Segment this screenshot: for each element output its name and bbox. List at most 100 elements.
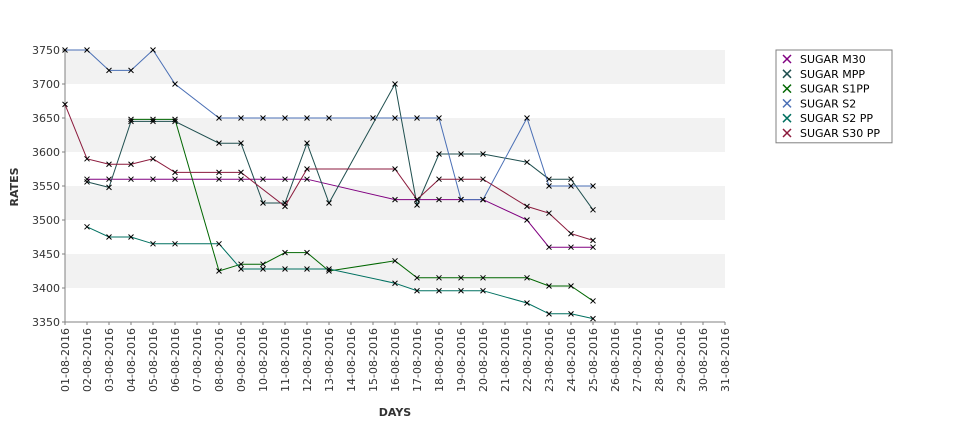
data-point: [568, 244, 574, 251]
data-point: [414, 115, 420, 121]
data-point: [216, 115, 222, 121]
y-tick-label: 3600: [32, 146, 60, 159]
data-point: [414, 196, 420, 203]
data-point: [84, 47, 90, 53]
data-point: [458, 287, 464, 294]
data-point: [546, 183, 552, 189]
data-point: [128, 234, 134, 240]
data-point: [216, 176, 222, 183]
x-tick-label: 22-08-2016: [521, 328, 534, 392]
x-tick-label: 24-08-2016: [565, 328, 578, 392]
data-point: [304, 115, 310, 121]
x-tick-label: 09-08-2016: [235, 328, 248, 392]
x-tick-label: 15-08-2016: [367, 328, 380, 392]
grid-band: [65, 254, 725, 288]
x-tick-label: 16-08-2016: [389, 328, 402, 392]
legend-item: SUGAR S2 PP: [782, 112, 873, 125]
data-point: [62, 101, 68, 108]
data-point: [172, 118, 178, 125]
legend-item: SUGAR M30: [782, 53, 866, 66]
data-point: [84, 223, 90, 230]
y-tick-label: 3750: [32, 44, 60, 57]
data-point: [326, 115, 332, 121]
data-point: [436, 151, 442, 157]
data-point: [524, 159, 530, 166]
y-axis-title: RATES: [8, 167, 21, 206]
data-point: [304, 140, 310, 147]
data-point: [480, 151, 486, 157]
x-tick-label: 02-08-2016: [81, 328, 94, 392]
data-point: [458, 176, 464, 183]
legend-box: [775, 49, 893, 144]
data-point: [106, 67, 112, 74]
data-point: [414, 287, 420, 294]
data-point: [260, 115, 266, 121]
data-point: [546, 176, 552, 183]
data-point: [304, 266, 310, 272]
x-tick-label: 19-08-2016: [455, 328, 468, 392]
data-point: [436, 115, 442, 121]
data-point: [590, 237, 596, 244]
series-line: [86, 226, 594, 320]
data-point: [172, 169, 178, 176]
data-point: [326, 268, 332, 274]
data-point: [172, 176, 178, 183]
data-point: [150, 116, 156, 123]
x-tick-label: 04-08-2016: [125, 328, 138, 392]
data-point: [568, 310, 574, 317]
data-point: [326, 200, 332, 206]
data-point: [128, 116, 134, 123]
x-tick-label: 14-08-2016: [345, 328, 358, 392]
y-tick-label: 3350: [32, 316, 60, 329]
series-line: [131, 118, 594, 302]
data-point: [128, 161, 134, 168]
data-point: [172, 240, 178, 247]
data-point: [524, 274, 530, 281]
data-point: [436, 274, 442, 281]
x-tick-label: 27-08-2016: [631, 328, 644, 392]
data-point: [414, 202, 420, 208]
data-point: [84, 155, 90, 162]
data-point: [392, 280, 398, 287]
x-tick-label: 28-08-2016: [653, 328, 666, 392]
data-point: [436, 287, 442, 294]
grid-band: [65, 118, 725, 152]
data-point: [458, 151, 464, 157]
data-point: [458, 274, 464, 281]
x-tick-label: 06-08-2016: [169, 328, 182, 392]
data-point: [282, 249, 288, 256]
data-point: [216, 169, 222, 176]
data-point: [150, 176, 156, 183]
data-point: [238, 266, 244, 272]
x-axis: 01-08-2016 02-08-2016 03-08-2016 04-08-2016…: [59, 321, 732, 392]
series-line: [86, 82, 594, 211]
data-point: [282, 266, 288, 272]
y-axis: 3350 3400 3450 3500 3550 3600 3650 3700 3750: [32, 44, 66, 329]
y-tick-label: 3450: [32, 248, 60, 261]
data-point: [480, 287, 486, 294]
legend-item: SUGAR S30 PP: [782, 127, 880, 140]
data-point: [150, 240, 156, 247]
data-point: [392, 81, 398, 87]
data-point: [216, 240, 222, 247]
data-point: [436, 196, 442, 203]
data-point: [238, 115, 244, 121]
data-point: [524, 203, 530, 210]
grid-band: [65, 288, 725, 322]
data-point: [238, 261, 244, 268]
data-point: [128, 67, 134, 74]
data-point: [590, 183, 596, 189]
data-point: [414, 274, 420, 281]
data-point: [172, 116, 178, 123]
x-tick-label: 03-08-2016: [103, 328, 116, 392]
data-point: [282, 203, 288, 210]
data-point: [546, 310, 552, 317]
grid-band: [65, 84, 725, 118]
data-point: [238, 176, 244, 183]
data-point: [304, 249, 310, 256]
legend-label: SUGAR S30 PP: [800, 127, 880, 140]
data-point: [392, 196, 398, 203]
data-point: [150, 47, 156, 53]
